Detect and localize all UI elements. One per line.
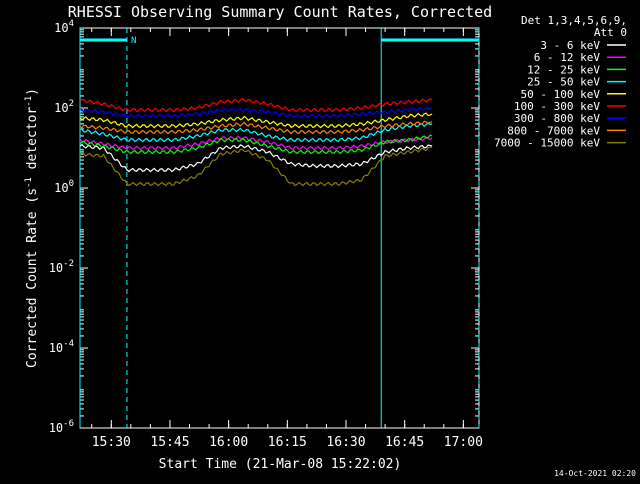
y-tick-label: 10-6 (49, 419, 74, 435)
y-tick-exponent: 4 (69, 19, 74, 29)
x-tick-label: 17:00 (444, 435, 483, 450)
legend-entry-label: 100 - 300 keV (514, 100, 600, 113)
y-tick-base: 10 (54, 21, 68, 35)
y-tick-exponent: -2 (63, 259, 74, 269)
x-tick-label: 16:00 (209, 435, 248, 450)
y-axis-label-part: Corrected Count Rate (s (25, 188, 40, 368)
y-tick-exponent: 2 (69, 99, 74, 109)
legend-header: Det 1,3,4,5,6,9, (521, 14, 627, 27)
y-axis-label-part: ) (25, 88, 40, 96)
series-line (79, 106, 433, 119)
y-tick-label: 100 (54, 179, 74, 195)
y-tick-exponent: -4 (63, 339, 74, 349)
series-line (79, 97, 433, 113)
legend-entry-label: 7000 - 15000 keV (494, 137, 600, 150)
x-tick-label: 16:45 (385, 435, 424, 450)
y-tick-label: 104 (54, 19, 74, 35)
y-axis-label-superscript: -1 (24, 177, 34, 188)
y-axis-label-superscript: -1 (24, 96, 34, 107)
series-line (79, 143, 433, 173)
y-tick-base: 10 (54, 181, 68, 195)
legend-entry-label: 12 - 25 keV (527, 63, 600, 76)
series-line (79, 112, 433, 129)
legend-entry-label: 800 - 7000 keV (507, 124, 600, 137)
y-tick-base: 10 (49, 421, 63, 435)
series-line (79, 120, 433, 135)
footer-timestamp: 14-Oct-2021 02:20 (554, 469, 636, 478)
legend-entry-label: 50 - 100 keV (521, 88, 601, 101)
series-line (79, 134, 433, 155)
x-tick-label: 16:15 (268, 435, 307, 450)
x-tick-label: 15:30 (92, 435, 131, 450)
y-axis-label: Corrected Count Rate (s-1 detector-1) (24, 88, 40, 368)
y-tick-label: 10-4 (49, 339, 74, 355)
x-tick-label: 15:45 (150, 435, 189, 450)
x-tick-label: 16:30 (326, 435, 365, 450)
series-line (79, 146, 433, 187)
y-tick-exponent: 0 (69, 179, 74, 189)
y-tick-label: 10-2 (49, 259, 74, 275)
y-tick-base: 10 (54, 101, 68, 115)
y-tick-label: 102 (54, 99, 74, 115)
legend-header: Att 0 (594, 26, 627, 39)
legend-entry-label: 25 - 50 keV (527, 76, 600, 89)
y-tick-base: 10 (49, 261, 63, 275)
series-line (79, 121, 433, 143)
night-flag-label: N (131, 36, 136, 46)
legend-entry-label: 3 - 6 keV (540, 39, 600, 52)
legend-entry-label: 300 - 800 keV (514, 112, 600, 125)
chart-title: RHESSI Observing Summary Count Rates, Co… (68, 3, 492, 21)
y-tick-exponent: -6 (63, 419, 74, 429)
legend-entry-label: 6 - 12 keV (534, 51, 601, 64)
y-axis-label-part: detector (25, 107, 40, 178)
x-axis-label: Start Time (21-Mar-08 15:22:02) (159, 457, 402, 472)
y-tick-base: 10 (49, 341, 63, 355)
